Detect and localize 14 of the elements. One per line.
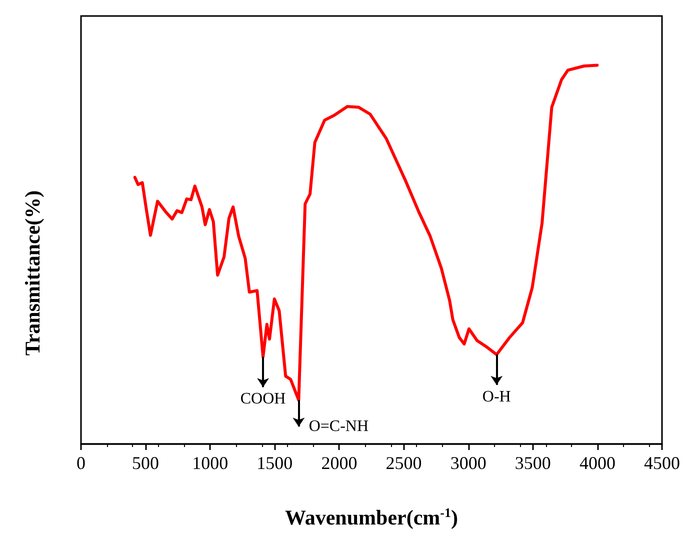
- x-tick-label: 2000: [321, 453, 358, 473]
- annotation: COOH: [240, 390, 286, 408]
- annotation: O=C-NH: [308, 418, 369, 436]
- x-tick-label: 4500: [644, 453, 680, 473]
- x-tick-label: 0: [76, 453, 86, 473]
- x-tick-label: 500: [132, 453, 160, 473]
- x-tick-label: 3000: [450, 453, 486, 473]
- x-tick-label: 4000: [579, 453, 616, 473]
- x-tick-label: 3500: [514, 453, 551, 473]
- x-tick-label: 2500: [386, 453, 422, 473]
- y-axis-title: Transmittance(%): [20, 190, 44, 356]
- x-tick-label: 1500: [256, 453, 293, 473]
- x-tick-label: 1000: [192, 453, 228, 473]
- annotation: O-H: [482, 388, 512, 406]
